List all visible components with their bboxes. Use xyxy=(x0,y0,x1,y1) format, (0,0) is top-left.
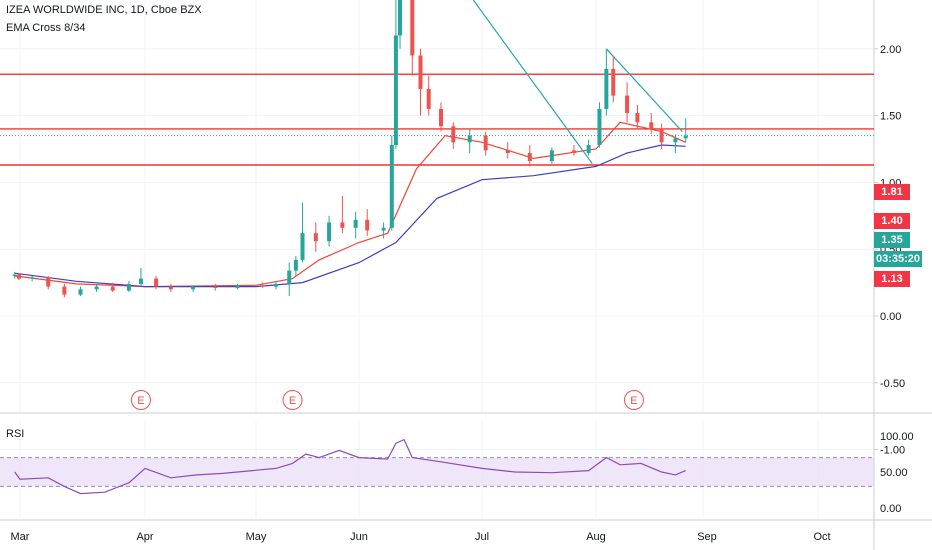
candle-body-17 xyxy=(287,270,292,284)
ema-line-1 xyxy=(14,144,686,288)
candle-body-10 xyxy=(154,278,159,287)
price-tick-label-5: 2.00 xyxy=(880,44,901,56)
time-tick-label-0: Mar xyxy=(11,531,30,543)
price-tick-label-10: -0.50 xyxy=(880,378,905,390)
candle-body-48 xyxy=(673,138,678,143)
candle-body-1 xyxy=(16,274,21,279)
candle-body-38 xyxy=(549,150,554,162)
bar-countdown: 03:35:20 xyxy=(874,251,922,267)
rsi-line xyxy=(14,438,686,495)
candle-body-39 xyxy=(571,150,576,154)
price-tag-1-81: 1.81 xyxy=(874,184,910,200)
candle-body-19 xyxy=(300,233,305,260)
earnings-marker-label-2: E xyxy=(630,395,637,407)
rsi-band-fill xyxy=(0,457,874,487)
candle-body-15 xyxy=(260,285,265,287)
candle-body-36 xyxy=(505,150,510,154)
candle-body-47 xyxy=(659,128,664,143)
candle-body-43 xyxy=(611,68,616,96)
candle-body-40 xyxy=(586,144,591,154)
time-tick-label-3: Jun xyxy=(350,531,368,543)
candle-body-35 xyxy=(483,135,488,151)
candle-body-49 xyxy=(683,135,688,139)
trendline-1 xyxy=(605,48,683,133)
candle-body-46 xyxy=(649,122,654,129)
candle-body-27 xyxy=(393,35,398,145)
candle-body-22 xyxy=(340,222,345,228)
symbol-title[interactable]: IZEA WORLDWIDE INC, 1D, Cboe BZX xyxy=(6,4,202,16)
time-tick-label-2: May xyxy=(246,531,267,543)
time-tick-label-5: Aug xyxy=(586,531,606,543)
candle-body-28 xyxy=(398,0,402,36)
price-tick-label-9: 0.00 xyxy=(880,311,901,323)
indicator-legend[interactable]: EMA Cross 8/34 xyxy=(6,22,86,34)
candle-body-41 xyxy=(597,108,602,145)
candle-body-25 xyxy=(381,227,386,231)
last-price-tag: 1.35 xyxy=(874,232,910,248)
ema-line-0 xyxy=(14,121,686,288)
rsi-tick-label-1: 50.00 xyxy=(880,467,908,479)
candle-body-45 xyxy=(635,112,640,123)
candle-body-16 xyxy=(273,283,278,287)
candle-body-21 xyxy=(327,222,332,242)
earnings-marker-0 xyxy=(130,390,151,410)
earnings-marker-1 xyxy=(282,390,303,410)
price-tag-1-40: 1.40 xyxy=(874,213,910,229)
candle-body-2 xyxy=(30,277,35,279)
time-tick-label-1: Apr xyxy=(136,531,153,543)
candle-body-9 xyxy=(138,278,143,284)
candle-body-33 xyxy=(451,126,456,143)
time-tick-label-6: Sep xyxy=(697,531,717,543)
trendline-0 xyxy=(472,0,593,165)
candle-body-37 xyxy=(527,153,532,162)
rsi-legend[interactable]: RSI xyxy=(6,428,25,440)
candle-body-0 xyxy=(12,274,17,276)
earnings-marker-2 xyxy=(623,390,644,410)
candle-body-12 xyxy=(191,286,196,290)
earnings-marker-label-1: E xyxy=(289,395,296,407)
candle-body-8 xyxy=(126,283,131,291)
candle-body-42 xyxy=(604,68,609,109)
time-tick-label-4: Jul xyxy=(475,531,489,543)
rsi-tick-label-0: 100.00 xyxy=(880,431,914,443)
candle-body-13 xyxy=(213,286,218,288)
price-tick-label-11: -1.00 xyxy=(880,445,905,457)
time-tick-label-7: Oct xyxy=(813,531,830,543)
candle-body-14 xyxy=(235,285,240,288)
candle-body-44 xyxy=(625,95,630,113)
candle-body-23 xyxy=(353,219,358,228)
earnings-marker-label-0: E xyxy=(137,395,144,407)
candle-body-7 xyxy=(110,286,115,291)
candle-body-24 xyxy=(365,219,370,231)
candle-body-29 xyxy=(410,0,415,56)
candle-body-4 xyxy=(62,286,67,295)
candle-body-34 xyxy=(467,135,472,143)
candle-body-20 xyxy=(313,233,318,242)
candle-body-18 xyxy=(293,259,298,271)
candle-body-5 xyxy=(78,289,83,295)
rsi-tick-label-2: 0.00 xyxy=(880,503,901,515)
price-tag-1-13: 1.13 xyxy=(874,271,910,287)
candle-body-30 xyxy=(418,55,423,89)
candle-body-26 xyxy=(389,144,394,228)
candle-body-6 xyxy=(94,286,99,290)
candle-body-31 xyxy=(426,88,431,109)
candle-body-3 xyxy=(46,277,51,287)
price-tick-label-6: 1.50 xyxy=(880,111,901,123)
candle-body-11 xyxy=(168,286,173,290)
candle-body-32 xyxy=(439,108,443,127)
